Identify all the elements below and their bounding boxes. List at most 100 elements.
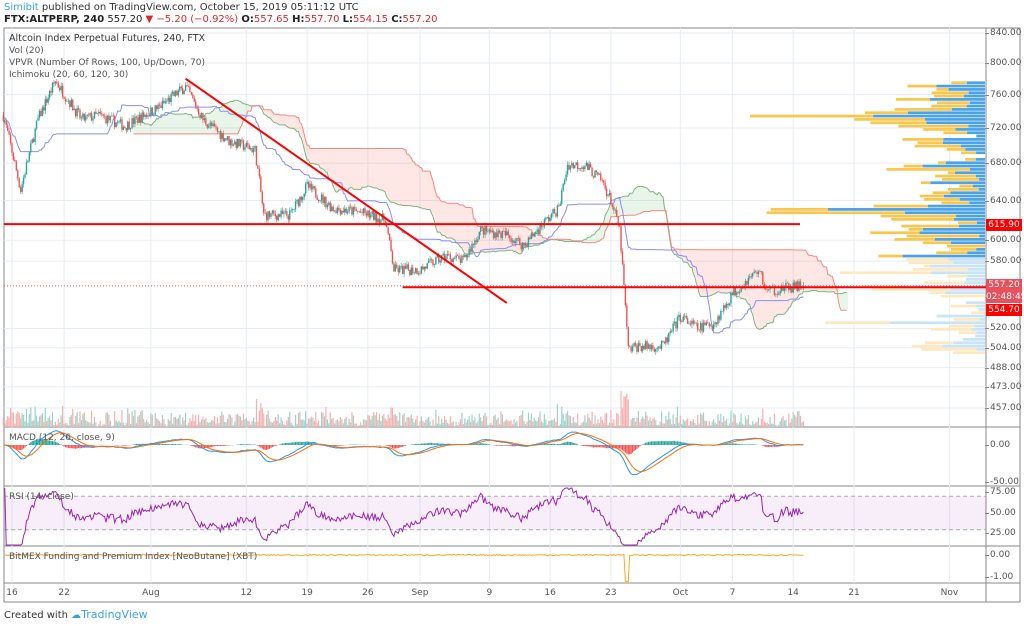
macd-indicator-label[interactable]: MACD (12, 26, close, 9) (9, 433, 115, 443)
volume-bar (416, 415, 418, 427)
macd-histogram-bar (388, 445, 391, 447)
vol-indicator-label[interactable]: Vol (20) (9, 46, 44, 56)
macd-histogram-bar (601, 445, 603, 448)
volume-bar (559, 423, 561, 427)
macd-histogram-bar (649, 441, 651, 445)
candle-body (197, 108, 200, 115)
volume-bar (261, 407, 263, 427)
vpvr-down-bar (947, 274, 968, 278)
ichimoku-cloud (567, 239, 569, 242)
ichimoku-cloud (728, 249, 730, 293)
macd-histogram-bar (77, 445, 80, 449)
vpvr-up-bar (945, 161, 985, 165)
volume-bar (653, 417, 655, 427)
candle-body (148, 115, 151, 117)
candle-body (430, 259, 433, 260)
ichimoku-indicator-label[interactable]: Ichimoku (20, 60, 120, 30) (9, 70, 129, 80)
volume-bar (342, 423, 344, 427)
volume-bar (471, 414, 473, 427)
volume-bar (284, 425, 287, 427)
macd-histogram-bar (167, 444, 169, 445)
rsi-line (4, 487, 804, 546)
volume-bar (614, 425, 616, 427)
volume-bar (206, 422, 208, 427)
ichimoku-cloud (418, 165, 420, 208)
volume-bar (375, 412, 378, 427)
ichimoku-cloud (461, 204, 464, 248)
volume-bar (30, 407, 32, 427)
ichimoku-cloud (372, 148, 374, 188)
macd-histogram-bar (605, 445, 608, 449)
vpvr-down-bar (946, 244, 985, 248)
volume-bar (718, 420, 721, 427)
ichimoku-cloud (712, 249, 714, 295)
ichimoku-cloud (490, 226, 493, 252)
candle-body (668, 333, 670, 343)
author-link[interactable]: Simibit (4, 2, 39, 13)
candle-body (467, 255, 469, 258)
volume-bar (371, 416, 373, 427)
ichimoku-cloud (655, 193, 658, 211)
volume-bar (72, 408, 74, 427)
volume-bar (452, 421, 454, 427)
volume-bar (34, 406, 36, 427)
ichimoku-cloud (780, 249, 782, 315)
volume-bar (659, 421, 661, 427)
vpvr-indicator-label[interactable]: VPVR (Number Of Rows, 100, Up/Down, 70) (9, 58, 206, 68)
volume-bar (789, 422, 791, 427)
rsi-indicator-label[interactable]: RSI (14, close) (9, 492, 74, 502)
bitmex-indicator-label[interactable]: BitMEX Funding and Premium Index [NeoBut… (9, 552, 258, 562)
macd-histogram-bar (302, 442, 304, 445)
tradingview-link[interactable]: TradingView (81, 608, 148, 621)
candle-body (657, 346, 660, 348)
vpvr-down-bar (937, 161, 946, 165)
macd-histogram-bar (21, 445, 23, 450)
volume-bar (386, 420, 388, 427)
ichimoku-cloud (294, 115, 296, 129)
candle-body (539, 223, 541, 234)
macd-histogram-bar (666, 441, 668, 445)
ichimoku-cloud (470, 207, 473, 255)
vpvr-up-bar (964, 281, 985, 285)
candle-body (144, 114, 146, 117)
volume-bar (543, 414, 545, 427)
candle-body (413, 272, 415, 274)
volume-bar (451, 422, 453, 427)
candle-body (406, 264, 408, 269)
date-tick-label: 9 (486, 588, 493, 598)
ichimoku-cloud (719, 249, 721, 293)
low-label: L: (342, 14, 354, 25)
volume-bar (717, 414, 719, 427)
candle-body (127, 121, 129, 131)
macd-histogram-bar (80, 445, 83, 449)
volume-bar (252, 417, 255, 427)
candle-body (157, 104, 159, 110)
candle-body (759, 271, 761, 272)
ichimoku-cloud (586, 239, 588, 243)
vpvr-down-bar (770, 208, 828, 211)
macd-histogram-bar (650, 441, 653, 445)
candle-body (306, 181, 308, 185)
volume-bar (247, 420, 249, 427)
candle-body (607, 195, 609, 197)
vpvr-up-bar (959, 198, 985, 201)
candle-body (331, 206, 333, 212)
candle-body (235, 141, 237, 148)
volume-bar (501, 414, 504, 427)
volume-bar (633, 417, 635, 427)
ichimoku-cloud (583, 240, 585, 243)
macd-histogram-bar (171, 443, 174, 445)
ichimoku-cloud (693, 249, 695, 274)
candle-body (116, 121, 119, 123)
candle-body (76, 108, 78, 117)
candle-body (64, 98, 67, 102)
macd-histogram-bar (728, 443, 731, 445)
ichimoku-cloud (373, 148, 376, 188)
volume-bar (721, 422, 723, 427)
ichimoku-cloud (592, 234, 594, 243)
macd-histogram-bar (225, 445, 227, 446)
volume-bar (587, 413, 589, 427)
volume-bar (224, 422, 226, 427)
volume-bar (504, 420, 506, 427)
